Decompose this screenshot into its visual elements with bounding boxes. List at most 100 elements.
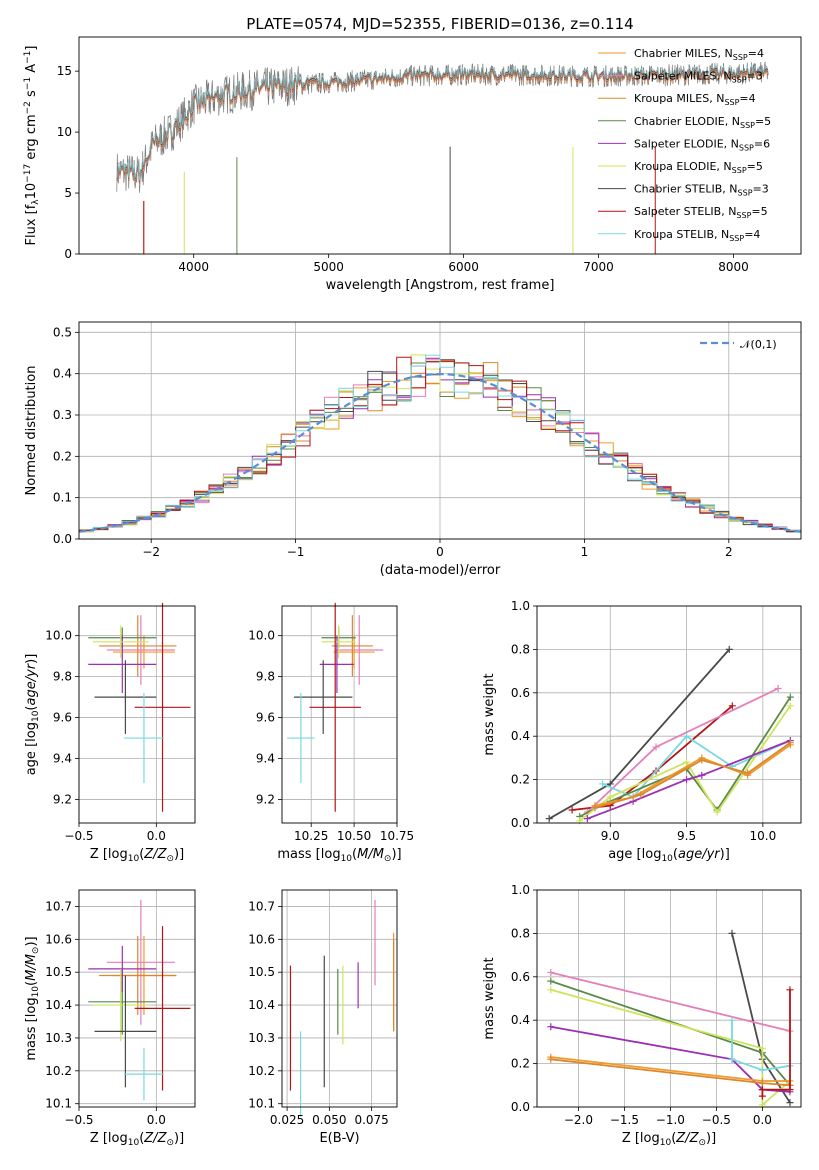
weight-point-marker bbox=[683, 776, 691, 784]
weight-point-marker bbox=[568, 806, 576, 814]
weight-point-marker bbox=[683, 758, 691, 766]
errorbar-point bbox=[335, 615, 384, 685]
x-tick-label: −1.5 bbox=[610, 1113, 639, 1127]
y-tick-label: 10.4 bbox=[45, 998, 72, 1012]
y-tick-label: 0.0 bbox=[53, 532, 72, 546]
weight-series-line bbox=[579, 696, 792, 818]
errorbar-point bbox=[309, 602, 361, 812]
weight-series-line bbox=[731, 1020, 791, 1072]
panel-spectrum: 4000 5000 6000 7000 8000 0 5 10 15 wavelength [An… bbox=[23, 36, 802, 293]
axes: −2.0 −1.5 −1.0 −0.5 0.0 0.0 0.2 0.4 0.6 0.8 1.0 Z [… bbox=[482, 883, 802, 1148]
weight-point-marker bbox=[728, 929, 736, 937]
x-tick-label: 0.025 bbox=[270, 1113, 304, 1127]
errorbar-point bbox=[88, 635, 157, 694]
grid bbox=[537, 889, 801, 1108]
weight-point-marker bbox=[728, 1016, 736, 1024]
y-tick-label: 10.2 bbox=[248, 1064, 275, 1078]
weight-point-marker bbox=[583, 815, 591, 823]
weight-series bbox=[728, 1016, 794, 1074]
panel-massweight-vs-age: 9.0 9.5 10.0 0.0 0.2 0.4 0.6 0.8 1.0 age [log10(a… bbox=[482, 599, 802, 864]
errorbar-point bbox=[134, 602, 191, 812]
axes: 9.0 9.5 10.0 0.0 0.2 0.4 0.6 0.8 1.0 age [log10(a… bbox=[482, 599, 802, 864]
grid bbox=[78, 606, 195, 823]
weight-series bbox=[591, 739, 794, 812]
axes-frame bbox=[78, 605, 196, 824]
weight-point-marker bbox=[547, 968, 555, 976]
y-tick-label: 10.6 bbox=[248, 932, 275, 946]
weight-point-marker bbox=[758, 1044, 766, 1052]
grid bbox=[537, 605, 801, 824]
weight-point-marker bbox=[547, 986, 555, 994]
y-tick-label: 10.6 bbox=[45, 932, 72, 946]
weight-point-marker bbox=[606, 793, 614, 801]
weight-series bbox=[758, 986, 794, 1100]
errorbar-point bbox=[92, 625, 149, 659]
y-axis-label: age [log10(age/yr)] bbox=[24, 654, 41, 776]
axes: −0.5 0.0 10.1 10.2 10.3 10.4 10.5 10.6 10.7 Z [lo… bbox=[24, 889, 196, 1148]
y-tick-label: 10.1 bbox=[248, 1097, 275, 1111]
errorbar-point bbox=[92, 968, 149, 1042]
x-tick-label: 10.25 bbox=[294, 829, 328, 843]
weight-point-marker bbox=[786, 1086, 794, 1094]
weight-point-marker bbox=[786, 739, 794, 747]
errorbar-point bbox=[333, 635, 375, 669]
y-tick-label: 0.5 bbox=[53, 325, 72, 339]
y-tick-label: 0.4 bbox=[53, 367, 72, 381]
weight-point-marker bbox=[725, 645, 733, 653]
errorbar-point bbox=[287, 693, 315, 784]
y-tick-label: 10.7 bbox=[45, 899, 72, 913]
y-tick-label: 10.7 bbox=[248, 899, 275, 913]
y-tick-label: 0.2 bbox=[511, 1057, 530, 1071]
legend-item: Chabrier ELODIE, NSSP=5 bbox=[598, 115, 771, 130]
axes-frame bbox=[78, 889, 196, 1108]
x-tick-label: −2.0 bbox=[564, 1113, 593, 1127]
x-axis-label: Z [log10(Z/Z⊙)] bbox=[90, 1131, 184, 1148]
y-tick-label: 0.0 bbox=[511, 816, 530, 830]
legend-label: Salpeter MILES, NSSP=3 bbox=[634, 70, 763, 85]
plot-area bbox=[88, 602, 191, 812]
legend-item: Kroupa STELIB, NSSP=4 bbox=[598, 228, 760, 243]
x-axis-label: E(B-V) bbox=[319, 1131, 359, 1146]
x-tick-label: −0.5 bbox=[64, 829, 93, 843]
errorbar-point bbox=[321, 625, 356, 659]
weight-point-marker bbox=[547, 1055, 555, 1063]
x-tick-label: 10.0 bbox=[749, 829, 776, 843]
y-axis-label: Flux [fλ10−17 erg cm−2 s−1 A−1] bbox=[23, 46, 41, 246]
errorbar-point bbox=[123, 693, 165, 784]
y-tick-label: 9.6 bbox=[53, 711, 72, 725]
legend-label: Salpeter STELIB, NSSP=5 bbox=[634, 205, 768, 220]
weight-point-marker bbox=[652, 743, 660, 751]
weight-point-marker bbox=[786, 986, 794, 994]
y-tick-label: 10.0 bbox=[248, 629, 275, 643]
x-tick-label: 0 bbox=[436, 545, 444, 559]
panel-residuals: −2 −1 0 1 2 0.0 0.1 0.2 0.3 0.4 0.5 (data-model)/er… bbox=[24, 321, 802, 578]
y-tick-label: 0.1 bbox=[53, 491, 72, 505]
axes-frame bbox=[78, 36, 802, 255]
weight-point-marker bbox=[698, 756, 706, 764]
x-axis-label: age [log10(age/yr)] bbox=[608, 847, 730, 864]
weight-point-marker bbox=[599, 780, 607, 788]
plot-area bbox=[116, 61, 769, 254]
x-tick-label: −1 bbox=[287, 545, 305, 559]
weight-series bbox=[576, 693, 794, 820]
y-axis-label: mass [log10(M/M⊙)] bbox=[24, 936, 41, 1060]
y-tick-label: 10.5 bbox=[248, 965, 275, 979]
x-tick-label: −2 bbox=[142, 545, 160, 559]
legend-label: Kroupa MILES, NSSP=4 bbox=[634, 92, 756, 107]
grid bbox=[282, 606, 398, 823]
panel-age-vs-Z: −0.5 0.0 9.2 9.4 9.6 9.8 10.0 Z [log10(Z/Z⊙)] ag… bbox=[24, 602, 196, 864]
y-tick-label: 1.0 bbox=[511, 599, 530, 613]
y-tick-label: 10.5 bbox=[45, 965, 72, 979]
plot-area bbox=[78, 354, 802, 533]
legend: 𝒩(0,1) bbox=[700, 338, 777, 351]
errorbar-point bbox=[106, 899, 175, 1025]
y-tick-label: 1.0 bbox=[511, 883, 530, 897]
weight-point-marker bbox=[545, 815, 553, 823]
legend-item: Salpeter MILES, NSSP=3 bbox=[598, 70, 763, 85]
weight-point-marker bbox=[758, 1066, 766, 1074]
weight-point-marker bbox=[786, 702, 794, 710]
x-tick-label: 4000 bbox=[178, 260, 209, 274]
figure-title: PLATE=0574, MJD=52355, FIBERID=0136, z=0… bbox=[246, 15, 633, 33]
x-tick-label: 10.50 bbox=[337, 829, 371, 843]
x-tick-label: −0.5 bbox=[702, 1113, 731, 1127]
